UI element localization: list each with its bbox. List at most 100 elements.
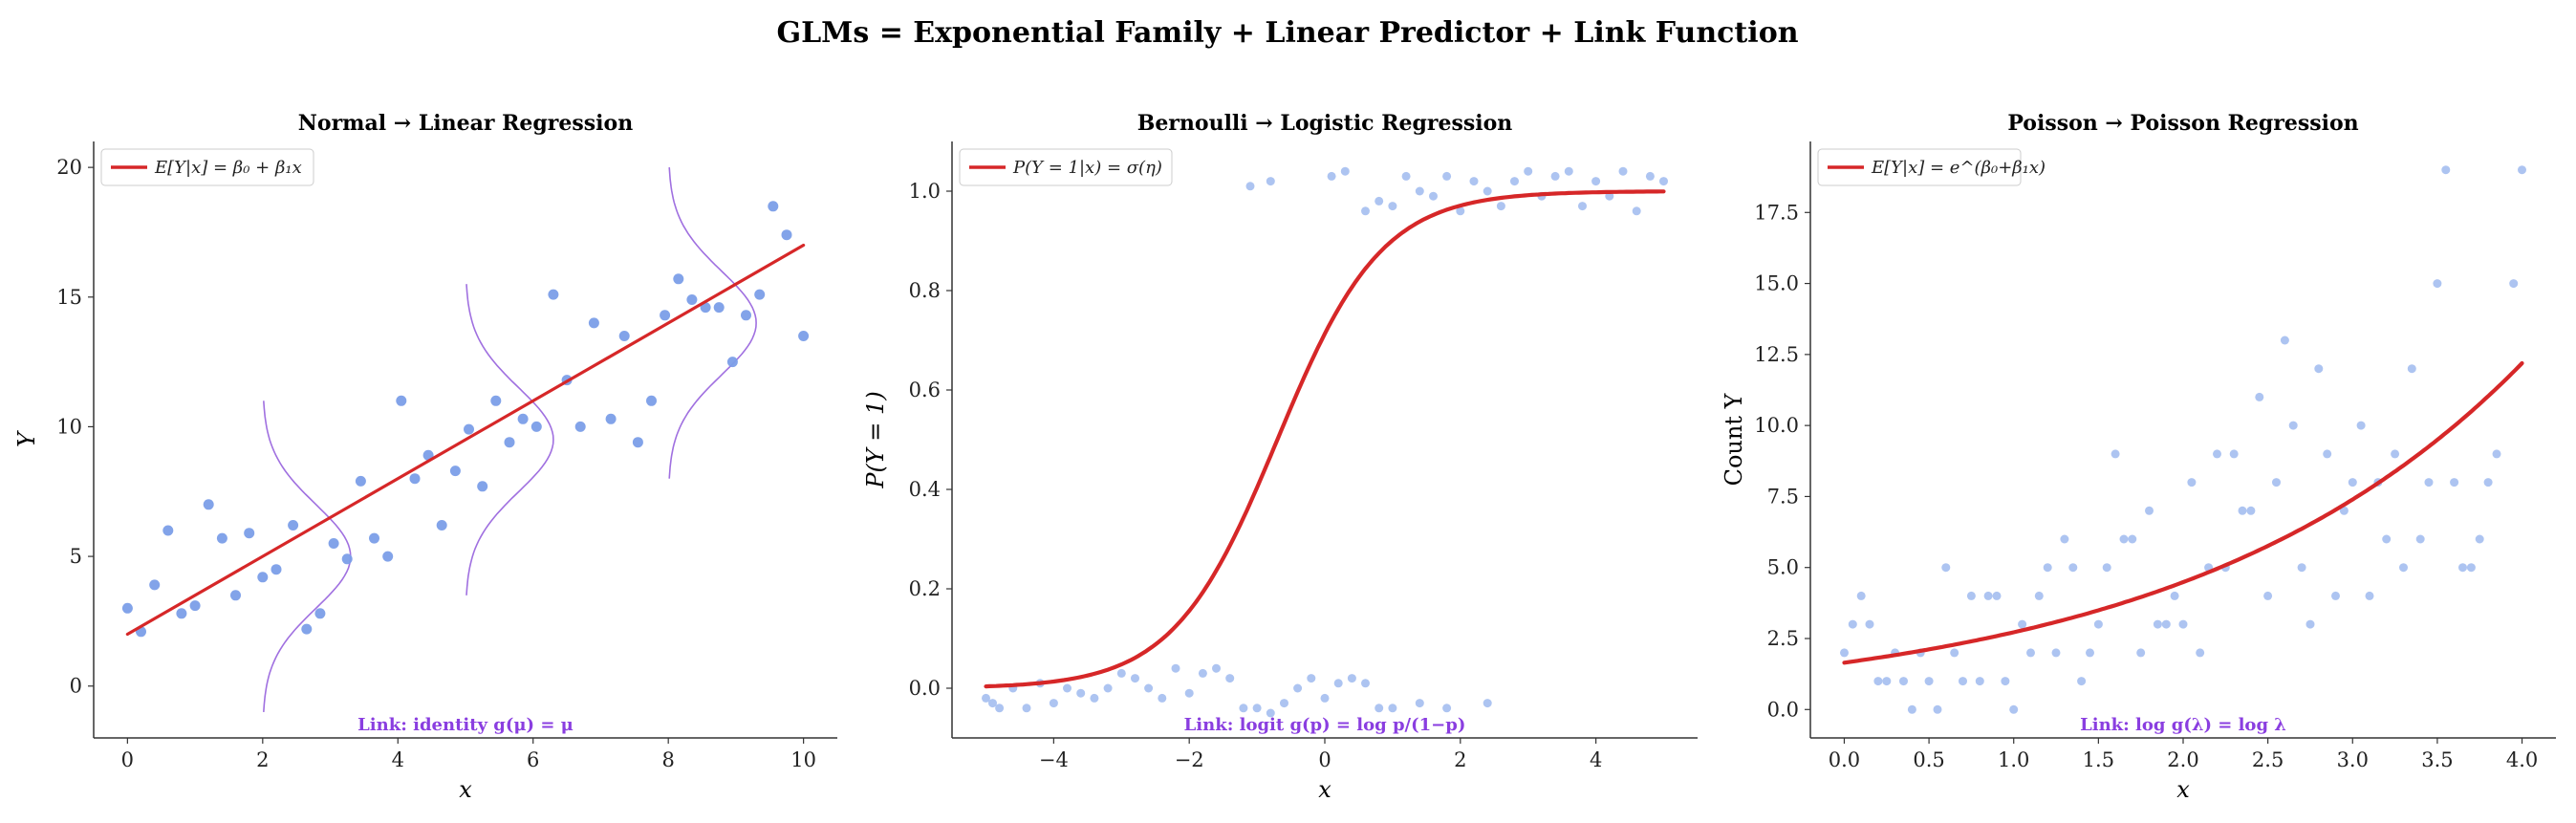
data-point xyxy=(2001,677,2010,686)
legend: E[Y|x] = β₀ + β₁x xyxy=(100,148,314,186)
data-point xyxy=(1347,674,1356,683)
x-tick-label: 0 xyxy=(1318,748,1331,771)
data-point xyxy=(2415,534,2425,544)
y-tick-label: 10.0 xyxy=(1754,414,1799,437)
data-point xyxy=(2365,591,2374,600)
data-point xyxy=(1578,202,1587,211)
data-point xyxy=(768,201,779,212)
data-point xyxy=(1496,202,1505,211)
data-point xyxy=(1171,663,1180,673)
x-tick-label: 2.5 xyxy=(2252,748,2284,771)
x-tick-label: 10 xyxy=(790,748,816,771)
y-tick-label: 20 xyxy=(56,156,82,179)
data-point xyxy=(203,499,214,510)
data-point xyxy=(2323,449,2332,459)
legend: P(Y = 1|x) = σ(η) xyxy=(959,148,1173,186)
data-point xyxy=(1293,683,1303,693)
data-point xyxy=(1361,206,1370,216)
panel-title: Bernoulli → Logistic Regression xyxy=(1137,111,1513,136)
data-point xyxy=(504,437,515,448)
data-point xyxy=(686,294,698,305)
data-point xyxy=(1882,677,1892,686)
x-tick-label: 0.0 xyxy=(1829,748,1860,771)
data-point xyxy=(1280,699,1288,708)
y-tick-label: 0.8 xyxy=(909,279,941,302)
density-curve xyxy=(263,401,352,712)
data-point xyxy=(1049,699,1058,708)
data-point xyxy=(2229,449,2239,459)
data-point xyxy=(781,229,792,241)
legend-box xyxy=(1817,148,2022,186)
data-point xyxy=(1873,677,1883,686)
x-tick-label: −4 xyxy=(1039,748,1069,771)
x-tick-label: −2 xyxy=(1175,748,1204,771)
data-point xyxy=(396,395,407,406)
data-point xyxy=(176,608,187,619)
data-point xyxy=(1401,171,1411,181)
x-tick-label: 3.0 xyxy=(2337,748,2369,771)
data-point xyxy=(2492,449,2501,459)
data-point xyxy=(2128,534,2137,544)
data-point xyxy=(2314,364,2324,374)
data-point xyxy=(2475,534,2484,544)
data-point xyxy=(1340,166,1350,176)
data-point xyxy=(2086,648,2094,658)
y-tick-label: 15 xyxy=(56,286,82,309)
density-curve xyxy=(465,284,554,596)
data-point xyxy=(2093,619,2103,629)
data-point xyxy=(988,699,997,708)
data-point xyxy=(1266,708,1275,718)
data-point xyxy=(1975,677,1984,686)
legend-label: E[Y|x] = e^(β₀+β₁x) xyxy=(1871,158,2046,178)
data-point xyxy=(2272,478,2281,487)
x-tick-label: 2 xyxy=(1454,748,1466,771)
x-tick-label: 2 xyxy=(256,748,269,771)
panel-2: Bernoulli → Logistic Regression −4 −2 0 2 4 0.… xyxy=(862,111,1698,803)
data-point xyxy=(2178,619,2188,629)
data-point xyxy=(2407,364,2416,374)
data-point xyxy=(798,331,810,341)
data-point xyxy=(605,413,617,424)
data-point xyxy=(1252,704,1262,713)
data-point xyxy=(449,466,461,477)
legend: E[Y|x] = e^(β₀+β₁x) xyxy=(1817,148,2046,186)
data-point xyxy=(1840,648,1849,658)
data-point xyxy=(632,437,643,448)
link-annotation: Link: logit g(p) = log p/(1−p) xyxy=(1184,715,1466,735)
y-tick-label: 10 xyxy=(56,415,82,438)
x-axis-label: x xyxy=(1318,776,1331,803)
data-point xyxy=(1158,693,1167,703)
data-point xyxy=(162,525,174,536)
data-point xyxy=(149,579,161,591)
data-point xyxy=(2119,534,2129,544)
data-point xyxy=(548,289,559,300)
data-point xyxy=(271,564,282,575)
x-tick-label: 1.0 xyxy=(1998,748,2029,771)
data-point xyxy=(2391,449,2400,459)
data-point xyxy=(713,302,725,314)
data-point xyxy=(1388,704,1397,713)
data-point xyxy=(1063,683,1072,693)
data-point xyxy=(1899,677,1908,686)
data-point xyxy=(660,310,671,321)
data-point xyxy=(2348,478,2357,487)
y-tick-label: 0.0 xyxy=(1767,698,1799,721)
data-point xyxy=(409,473,421,485)
link-annotation: Link: identity g(μ) = μ xyxy=(357,715,574,735)
data-point xyxy=(2424,478,2434,487)
data-point xyxy=(477,481,488,492)
data-point xyxy=(1415,186,1424,196)
panel-3: Poisson → Poisson Regression 0.0 0.5 1.0 1.5… xyxy=(1721,111,2556,803)
data-point xyxy=(2458,563,2467,573)
data-point xyxy=(1659,177,1668,186)
data-point xyxy=(230,590,241,601)
x-tick-label: 3.5 xyxy=(2421,748,2453,771)
y-axis-label: P(Y = 1) xyxy=(862,391,889,488)
data-point xyxy=(1469,177,1479,186)
data-point xyxy=(2297,563,2306,573)
x-tick-label: 2.0 xyxy=(2167,748,2198,771)
x-axis-label: x xyxy=(2176,776,2190,803)
data-point xyxy=(1966,591,1976,600)
data-point xyxy=(1950,648,1959,658)
data-point xyxy=(1429,191,1438,201)
